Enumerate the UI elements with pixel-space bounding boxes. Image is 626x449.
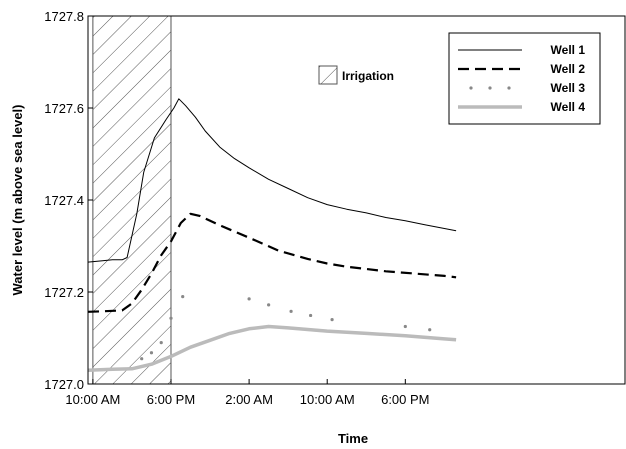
series-3-point-4	[181, 295, 185, 299]
series-legend: Well 1 Well 2 Well 3 Well 4	[448, 32, 601, 125]
y-tick-label-1: 1727.2	[44, 285, 84, 300]
y-axis: 1727.0 1727.2 1727.4 1727.6 1727.8	[44, 9, 93, 392]
x-tick-label-4: 6:00 PM	[381, 392, 429, 407]
legend-label: Well 2	[551, 62, 586, 76]
legend-box	[448, 32, 601, 125]
series-2	[87, 212, 457, 313]
y-axis-title: Water level (m above sea level)	[10, 104, 25, 295]
x-tick-label-2: 2:00 AM	[225, 392, 273, 407]
series-1-line	[87, 98, 457, 263]
legend-entry-2: Well 2	[458, 62, 585, 76]
series-3-point-7	[289, 309, 293, 313]
irrigation-legend-label: Irrigation	[342, 69, 394, 83]
series-3-point-5	[247, 297, 251, 301]
y-tick-label-2: 1727.4	[44, 193, 84, 208]
series-4-line	[87, 324, 457, 372]
x-tick-label-1: 6:00 PM	[147, 392, 195, 407]
x-tick-label-3: 10:00 AM	[300, 392, 355, 407]
series-3	[140, 295, 432, 361]
legend-swatch-dot-0	[469, 86, 473, 90]
irrigation-legend-swatch	[318, 65, 338, 85]
x-axis-title: Time	[338, 431, 368, 446]
legend-swatch-dot-1	[488, 86, 492, 90]
y-tick-label-0: 1727.0	[44, 377, 84, 392]
legend-entry-4: Well 4	[458, 100, 585, 114]
series-3-point-8	[309, 313, 313, 318]
irrigation-region	[92, 15, 172, 385]
series-3-point-10	[403, 324, 407, 329]
x-axis: 10:00 AM 6:00 PM 2:00 AM 10:00 AM 6:00 PM	[65, 379, 430, 407]
series-layer	[87, 98, 457, 372]
series-2-line	[87, 212, 457, 313]
y-tick-label-4: 1727.8	[44, 9, 84, 24]
legend-entry-3: Well 3	[469, 81, 585, 95]
legend-swatch-dot-2	[507, 86, 511, 90]
y-tick-label-3: 1727.6	[44, 101, 84, 116]
series-3-point-1	[149, 351, 154, 355]
series-1	[87, 98, 457, 263]
series-4	[87, 324, 457, 372]
legend-label: Well 1	[551, 43, 586, 57]
series-3-point-2	[159, 341, 163, 345]
irrigation-legend: Irrigation	[318, 65, 394, 85]
legend-label: Well 3	[551, 81, 586, 95]
series-3-point-11	[428, 328, 432, 332]
series-3-point-6	[267, 303, 271, 307]
series-3-point-3	[169, 316, 173, 320]
series-3-point-0	[140, 357, 144, 361]
legend-entry-1: Well 1	[458, 43, 585, 57]
x-tick-label-0: 10:00 AM	[65, 392, 120, 407]
series-3-point-9	[330, 318, 334, 322]
legend-label: Well 4	[551, 100, 586, 114]
